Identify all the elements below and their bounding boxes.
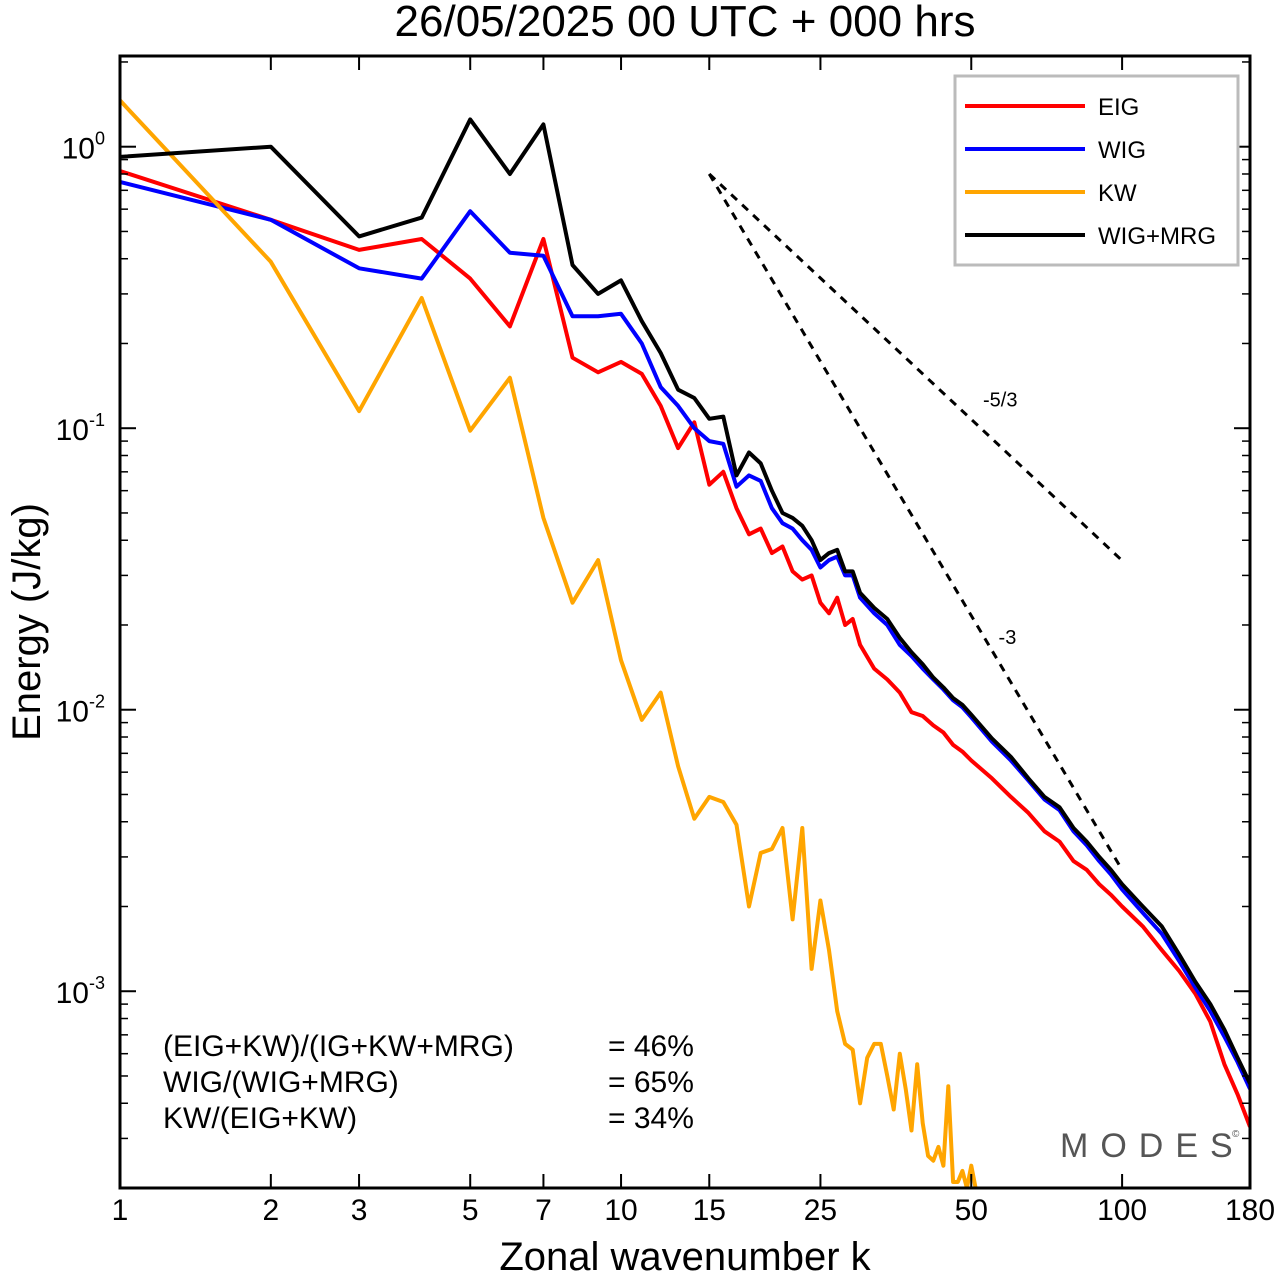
legend: EIG WIG KW WIG+MRG (953, 74, 1240, 267)
series-line-eig (120, 169, 1250, 1128)
x-tick-label: 7 (535, 1194, 552, 1227)
stat-label: WIG/(WIG+MRG) (163, 1066, 399, 1099)
plot-frame (118, 54, 1252, 1190)
legend-label: WIG (1098, 137, 1146, 164)
reference-line-2 (707, 173, 1124, 871)
x-tick-label: 5 (462, 1194, 479, 1227)
series-line-wig-mrg (120, 117, 1250, 1085)
slope-labels: -5/3 -3 (983, 389, 1017, 649)
series-line-wig (120, 179, 1250, 1090)
legend-label: EIG (1098, 94, 1139, 121)
x-axis-ticks: 1 2 3 5 7 10 15 25 50 100 180 (112, 56, 1275, 1227)
x-tick-label: 50 (955, 1194, 988, 1227)
reference-slope-label: -3 (999, 627, 1017, 649)
reference-line-1 (708, 172, 1124, 562)
stat-value: = 46% (608, 1030, 694, 1063)
x-tick-label: 100 (1097, 1194, 1147, 1227)
x-tick-label: 2 (262, 1194, 279, 1227)
chart-title: 26/05/2025 00 UTC + 000 hrs (395, 0, 976, 46)
y-axis-label: Energy (J/kg) (5, 503, 49, 741)
copyright-symbol: © (1232, 1129, 1240, 1140)
stat-value: = 65% (608, 1066, 694, 1099)
reference-slope-label: -5/3 (983, 389, 1017, 411)
y-axis-ticks: 100 10-1 10-2 10-3 (56, 61, 1250, 1189)
legend-label: WIG+MRG (1098, 223, 1216, 250)
y-tick-label: 10-1 (56, 410, 105, 447)
y-tick-label: 10-3 (56, 973, 105, 1010)
stat-label: KW/(EIG+KW) (163, 1102, 357, 1135)
x-tick-label: 1 (112, 1194, 129, 1227)
stat-label: (EIG+KW)/(IG+KW+MRG) (163, 1030, 514, 1063)
modes-logo-text: MODES (1060, 1127, 1245, 1165)
x-tick-label: 25 (804, 1194, 837, 1227)
reference-lines (707, 172, 1124, 871)
x-tick-label: 180 (1225, 1194, 1275, 1227)
y-tick-label: 100 (62, 129, 105, 166)
x-tick-label: 3 (351, 1194, 368, 1227)
series-layer (120, 99, 1250, 1188)
x-tick-label: 15 (693, 1194, 726, 1227)
x-axis-label: Zonal wavenumber k (499, 1235, 871, 1279)
stat-value: = 34% (608, 1102, 694, 1135)
ratio-statistics: (EIG+KW)/(IG+KW+MRG) = 46% WIG/(WIG+MRG) = … (163, 1030, 694, 1135)
legend-label: KW (1098, 180, 1137, 207)
y-tick-label: 10-2 (56, 692, 105, 729)
series-line-kw (120, 99, 978, 1188)
x-tick-label: 10 (604, 1194, 637, 1227)
